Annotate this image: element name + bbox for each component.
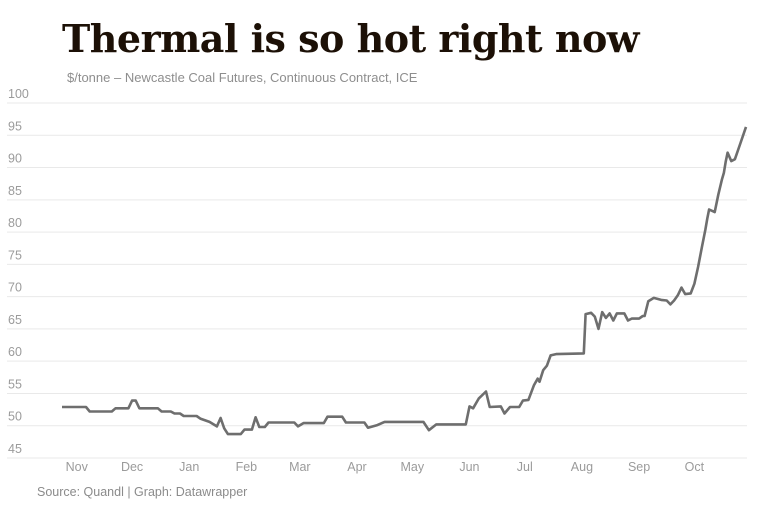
x-tick-label: May xyxy=(400,460,424,474)
source-note: Source: Quandl | Graph: Datawrapper xyxy=(37,485,248,499)
y-tick-label: 65 xyxy=(8,313,22,327)
y-tick-label: 50 xyxy=(8,410,22,424)
x-tick-label: Mar xyxy=(289,460,311,474)
chart-subtitle: $/tonne – Newcastle Coal Futures, Contin… xyxy=(67,70,418,85)
x-tick-label: Jan xyxy=(179,460,199,474)
y-tick-label: 85 xyxy=(8,184,22,198)
y-tick-label: 95 xyxy=(8,119,22,133)
x-tick-label: Jun xyxy=(459,460,479,474)
y-gridlines xyxy=(7,102,747,459)
y-tick-label: 60 xyxy=(8,345,22,359)
chart-title: Thermal is so hot right now xyxy=(62,16,640,61)
x-tick-label: Feb xyxy=(236,460,258,474)
x-tick-label: Nov xyxy=(66,460,89,474)
y-tick-label: 70 xyxy=(8,281,22,295)
x-axis-labels: Nov Dec Jan Feb Mar Apr May Jun Jul Aug Sep Oct xyxy=(66,460,705,474)
x-tick-label: Jul xyxy=(517,460,533,474)
y-tick-label: 45 xyxy=(8,442,22,456)
price-line xyxy=(62,126,748,436)
y-tick-label: 75 xyxy=(8,248,22,262)
x-tick-label: Aug xyxy=(571,460,593,474)
x-tick-label: Apr xyxy=(347,460,366,474)
y-axis-labels: 45 50 55 60 65 70 75 80 85 90 95 100 xyxy=(8,87,29,456)
x-tick-label: Sep xyxy=(628,460,650,474)
y-tick-label: 90 xyxy=(8,152,22,166)
x-tick-label: Dec xyxy=(121,460,143,474)
y-tick-label: 100 xyxy=(8,87,29,101)
y-tick-label: 55 xyxy=(8,377,22,391)
x-tick-label: Oct xyxy=(685,460,705,474)
y-tick-label: 80 xyxy=(8,216,22,230)
